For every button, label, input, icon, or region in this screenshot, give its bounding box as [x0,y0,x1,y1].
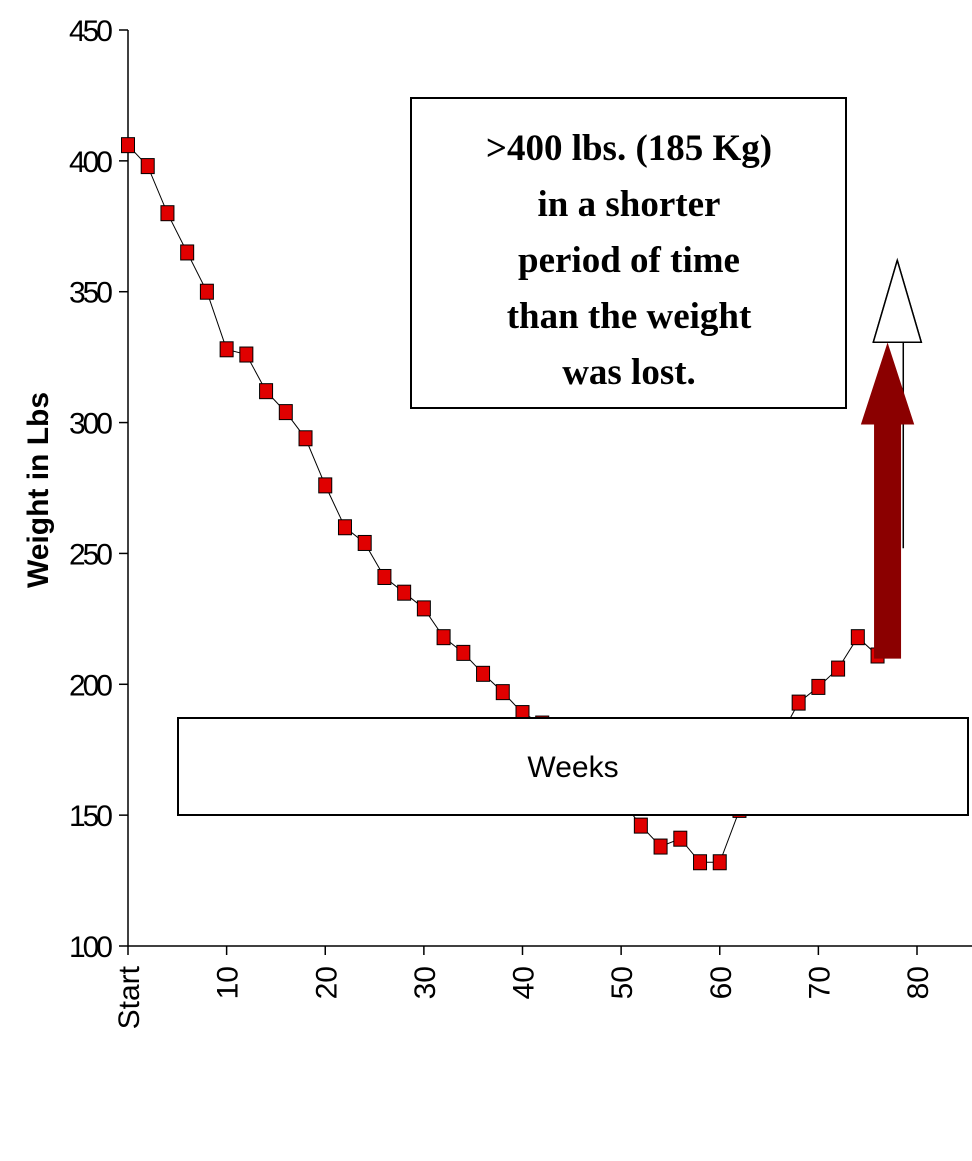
x-tick-label: 10 [212,966,245,999]
data-point [259,383,274,400]
data-point [850,629,865,646]
data-point [791,694,806,711]
x-tick-label: 70 [803,966,836,999]
y-tick-label: 200 [69,669,112,702]
annotation-line-4: than the weight [507,296,752,337]
annotation-line-1: >400 lbs. (185 Kg) [486,128,772,169]
x-tick-label: 30 [409,966,442,999]
x-tick-label: 80 [902,966,935,999]
data-point [456,644,471,661]
data-point [239,346,254,363]
x-axis-title-box: Weeks [177,717,969,816]
y-tick-label: 250 [69,538,112,571]
x-tick-label: 40 [508,966,541,999]
data-point [495,684,510,701]
data-point [476,665,491,682]
y-tick-label: 400 [69,146,112,179]
axes: 100 150 200 250 300 350 400 450 Start 10 20 30 40 50 6… [69,15,972,1029]
annotation-line-5: was lost. [562,352,696,393]
data-point [298,430,313,447]
annotation-frame [410,97,847,409]
data-point [811,678,826,695]
y-axis-title: Weight in Lbs [22,392,55,588]
y-tick-label: 300 [69,408,112,441]
y-tick-label: 350 [69,277,112,310]
outline-arrow-head [872,257,923,344]
data-point [416,600,431,617]
x-tick-label: 60 [705,966,738,999]
x-tick-label: 20 [310,966,343,999]
x-tick-label: 50 [606,966,639,999]
annotation-box: >400 lbs. (185 Kg) in a shorter period o… [410,97,847,409]
data-point [633,817,648,834]
data-point [199,283,214,300]
data-point [693,854,708,871]
data-point [653,838,668,855]
data-point [140,158,155,175]
data-point [219,341,234,358]
x-tick-label: Start [113,965,146,1029]
data-point [673,830,688,847]
data-point [318,477,333,494]
data-point [278,404,293,421]
data-point [357,534,372,551]
y-tick-label: 150 [69,800,112,833]
y-tick-label: 450 [69,15,112,48]
y-tick-label: 100 [69,931,112,964]
annotation-line-2: in a shorter [538,184,721,225]
data-point [337,519,352,536]
x-axis-title-frame [177,717,969,816]
x-axis-title: Weeks [527,751,618,784]
data-point [712,854,727,871]
data-point [121,137,135,154]
data-point [377,568,392,585]
data-point [397,584,412,601]
data-point [160,205,175,222]
arrows [860,257,923,659]
data-point [436,629,451,646]
data-point [180,244,195,261]
data-point [831,660,846,677]
solid-arrow [860,342,915,659]
annotation-line-3: period of time [518,240,740,281]
